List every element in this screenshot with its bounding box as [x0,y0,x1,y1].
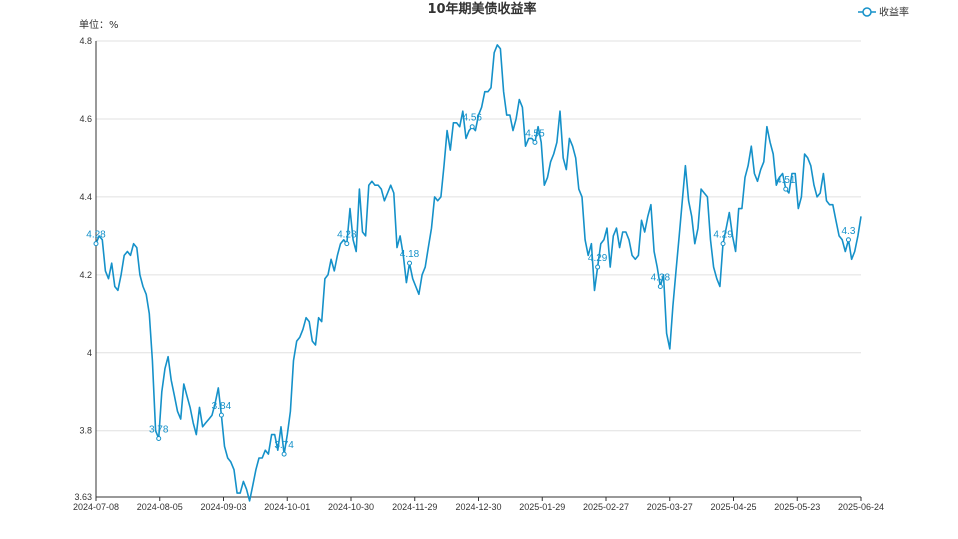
x-tick-label: 2024-10-30 [328,502,374,512]
data-label: 4.38 [651,273,671,284]
y-tick-label: 3.8 [79,426,92,436]
y-axis-ticks: 3.63 3.8 4 4.2 4.4 4.6 4.8 [74,36,92,502]
series-line [95,44,862,502]
data-point[interactable] [657,284,663,290]
y-tick-label: 4.8 [79,36,92,46]
grid-lines [96,40,861,432]
legend-label: 收益率 [879,6,909,19]
data-label: 4.56 [462,113,482,124]
data-label: 4.3 [842,226,856,237]
x-tick-label: 2024-08-05 [137,502,183,512]
x-tick-label: 2024-07-08 [73,502,119,512]
data-label: 3.78 [149,425,169,436]
y-tick-label: 4.2 [79,270,92,280]
data-point[interactable] [845,237,851,243]
data-label: 3.84 [212,401,232,412]
data-point[interactable] [407,260,413,266]
data-point[interactable] [783,186,789,192]
series-yield [95,44,862,502]
data-point[interactable] [720,241,726,247]
data-label: 3.74 [274,440,294,451]
data-point[interactable] [156,436,162,442]
data-label: 4.51 [776,175,796,186]
x-tick-label: 2024-11-29 [392,502,437,512]
y-tick-label: 4.6 [79,114,92,124]
data-point[interactable] [281,451,287,457]
data-labels: 4.28 3.78 3.84 3.74 4.28 4.18 4.56 4.55 4.29 4.38… [86,113,856,457]
x-tick-label: 2025-03-27 [647,502,693,512]
data-point[interactable] [469,124,475,130]
data-label: 4.18 [400,249,420,260]
data-point[interactable] [218,412,224,418]
x-tick-label: 2025-05-23 [774,502,820,512]
unit-label: 单位：% [79,18,119,31]
data-label: 4.28 [86,230,106,241]
x-tick-label: 2025-06-24 [838,502,884,512]
y-tick-label: 3.63 [74,492,92,502]
data-point[interactable] [93,241,99,247]
x-tick-label: 2024-10-01 [264,502,310,512]
x-tick-label: 2024-09-03 [200,502,246,512]
x-axis-ticks: 2024-07-08 2024-08-05 2024-09-03 2024-10-01… [73,497,884,512]
data-label: 4.29 [588,253,608,264]
chart-title: 10年期美债收益率 [427,1,536,17]
y-tick-label: 4 [87,348,92,358]
y-tick-label: 4.4 [79,192,92,202]
legend[interactable]: 收益率 [858,6,909,19]
data-label: 4.55 [525,128,545,139]
axes [95,41,861,498]
data-label: 4.28 [337,230,357,241]
data-label: 4.29 [713,230,733,241]
data-point[interactable] [344,241,350,247]
x-tick-label: 2024-12-30 [455,502,501,512]
x-tick-label: 2025-04-25 [710,502,756,512]
x-tick-label: 2025-02-27 [583,502,629,512]
x-tick-label: 2025-01-29 [519,502,565,512]
data-point[interactable] [595,264,601,270]
legend-circle-icon [862,7,872,17]
data-point[interactable] [532,139,538,145]
